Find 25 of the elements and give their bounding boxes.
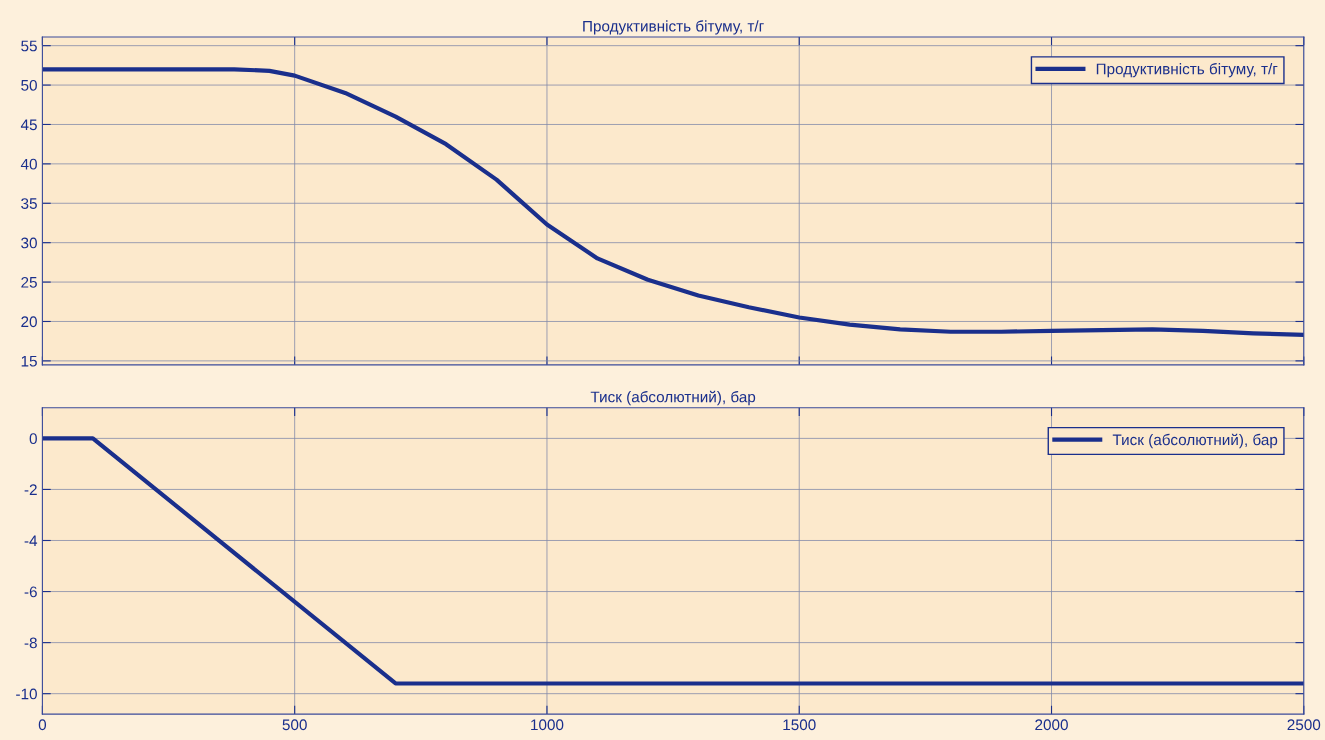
y-tick-label: -4 — [24, 535, 38, 547]
x-tick-label: 500 — [282, 719, 307, 731]
y-tick-label: 55 — [21, 40, 37, 52]
y-tick-label: -8 — [24, 637, 37, 649]
y-tick-label: 15 — [21, 355, 37, 367]
chart-title: Продуктивність бітуму, т/г — [583, 20, 764, 35]
y-tick-label: 30 — [21, 237, 37, 249]
x-tick-label: 1500 — [783, 719, 816, 731]
x-tick-label: 1000 — [531, 719, 564, 731]
x-tick-label: 2500 — [1287, 719, 1321, 731]
y-tick-label: 25 — [21, 276, 37, 288]
y-tick-label: 40 — [20, 158, 37, 170]
y-tick-label: 20 — [21, 316, 37, 328]
y-tick-label: -10 — [16, 688, 37, 700]
x-tick-label: 2000 — [1035, 719, 1068, 731]
y-tick-label: 0 — [29, 433, 37, 445]
y-tick-label: 50 — [21, 79, 37, 91]
y-tick-label: 35 — [21, 198, 37, 209]
legend-label: Продуктивність бітуму, т/г — [1096, 62, 1278, 78]
y-tick-label: -6 — [24, 586, 37, 598]
y-tick-label: 45 — [20, 119, 37, 131]
y-tick-label: -2 — [24, 484, 37, 495]
x-tick-label: 0 — [38, 719, 47, 731]
chart-title: Тиск (абсолютний), бар — [590, 390, 756, 406]
legend-label: Тиск (абсолютний), бар — [1112, 433, 1278, 449]
